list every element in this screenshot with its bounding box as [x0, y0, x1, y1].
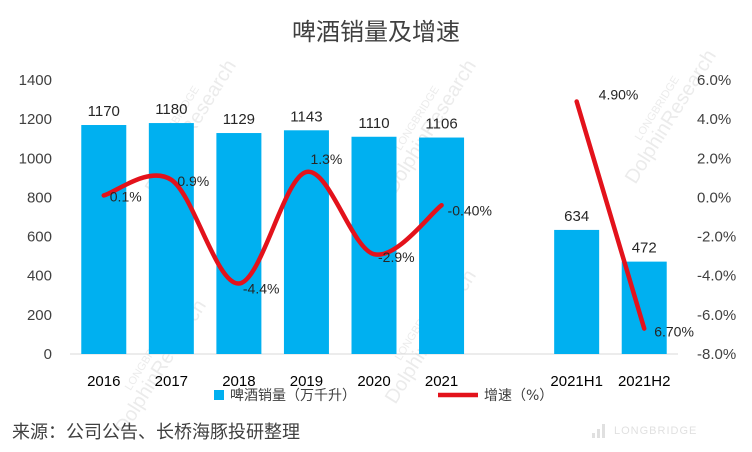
line-data-label: 6.70%: [654, 324, 694, 340]
y-right-tick-label: 4.0%: [697, 111, 731, 128]
x-axis-category-label: 2021H2: [618, 373, 671, 390]
y-left-tick-label: 0: [44, 346, 52, 363]
y-left-tick-label: 400: [27, 268, 52, 285]
line-data-label: 0.1%: [110, 188, 142, 204]
bar: [419, 137, 465, 354]
legend-bar-label: 啤酒销量（万千升）: [230, 388, 356, 404]
bar: [148, 123, 194, 354]
y-left-tick-label: 600: [27, 229, 52, 246]
legend-line-label: 增速（%）: [484, 388, 553, 404]
y-right-tick-label: -2.0%: [697, 229, 736, 246]
x-axis-category-label: 2018: [222, 373, 255, 390]
y-right-tick-label: -4.0%: [697, 268, 736, 285]
bar: [554, 229, 600, 354]
growth-line: [574, 99, 647, 331]
line-data-label: 1.3%: [310, 151, 342, 167]
x-axis-category-label: 2021H1: [550, 373, 603, 390]
legend-bar-swatch: [214, 390, 224, 400]
bar-series: [81, 123, 667, 354]
line-data-label: 0.9%: [177, 173, 209, 189]
legend: 啤酒销量（万千升） 增速（%）: [214, 388, 553, 404]
y-left-tick-label: 200: [27, 307, 52, 324]
bar-data-label: 634: [564, 208, 589, 225]
y-left-tick-label: 1200: [19, 111, 52, 128]
y-left-tick-label: 1400: [19, 72, 52, 89]
chart-title: 啤酒销量及增速: [292, 18, 460, 46]
y-left-tick-label: 800: [27, 189, 52, 206]
line-data-label: -0.40%: [448, 202, 492, 218]
x-axis-category-label: 2017: [155, 373, 188, 390]
source-note: 来源：公司公告、长桥海豚投研整理: [12, 422, 300, 443]
y-right-tick-label: -6.0%: [697, 307, 736, 324]
y-right-tick-label: 0.0%: [697, 189, 731, 206]
growth-line: [101, 169, 444, 286]
bar-data-labels: 1170 1180 1129 1143 1110 1106 634 472: [88, 101, 657, 257]
y-axis-left: 0 200 400 600 800 1000 1200 1400: [19, 72, 52, 363]
line-series: [101, 99, 647, 331]
bar-data-label: 472: [632, 240, 657, 257]
y-left-tick-label: 1000: [19, 150, 52, 167]
bar-data-label: 1129: [223, 111, 255, 128]
y-right-tick-label: 6.0%: [697, 72, 731, 89]
x-axis-category-label: 2016: [87, 373, 120, 390]
brand-logo-icon: [592, 424, 608, 438]
bar-data-label: 1143: [290, 108, 322, 125]
brand-logo: LONGBRIDGE: [592, 424, 697, 438]
bar: [351, 136, 397, 354]
bar: [283, 130, 329, 354]
x-axis-categories: 2016 2017 2018 2019 2020 2021 2021H1 2021H2: [87, 373, 670, 390]
y-axis-right: -8.0% -6.0% -4.0% -2.0% 0.0% 2.0% 4.0% 6.0%: [697, 72, 736, 363]
x-axis-category-label: 2021: [425, 373, 458, 390]
x-axis-category-label: 2019: [290, 373, 323, 390]
bar: [216, 133, 262, 354]
x-axis-category-label: 2020: [357, 373, 390, 390]
bar: [81, 125, 127, 354]
line-data-label: 4.90%: [599, 87, 639, 103]
line-data-label: -2.9%: [378, 249, 415, 265]
bar-data-label: 1170: [88, 103, 120, 120]
bar-data-label: 1106: [425, 116, 457, 133]
y-right-tick-label: 2.0%: [697, 150, 731, 167]
bar-data-label: 1110: [358, 115, 389, 132]
brand-logo-text: LONGBRIDGE: [614, 425, 698, 437]
line-data-label: -4.4%: [243, 281, 280, 297]
line-data-labels: 0.1% 0.9% -4.4% 1.3% -2.9% -0.40% 4.90% 6.70%: [110, 87, 694, 340]
bar-data-label: 1180: [155, 101, 187, 118]
y-right-tick-label: -8.0%: [697, 346, 736, 363]
